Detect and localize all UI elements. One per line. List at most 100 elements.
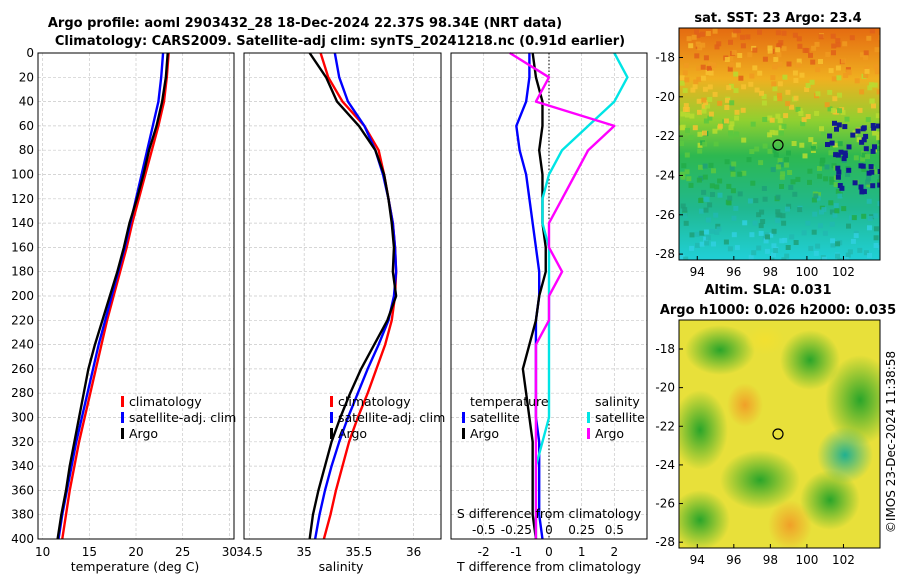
sst-pixel xyxy=(808,245,814,251)
sla-blob xyxy=(817,427,873,483)
sst-pixel xyxy=(740,43,746,49)
legend-swatch-satellite xyxy=(330,412,333,423)
sst-pixel xyxy=(814,41,820,47)
y-tick-label: 280 xyxy=(11,386,34,400)
sst-pixel xyxy=(869,98,875,104)
sst-pixel xyxy=(684,112,690,118)
sst-pixel xyxy=(680,203,686,209)
sst-pixel xyxy=(714,44,720,50)
sst-pixel xyxy=(734,115,740,121)
sla-blob xyxy=(679,390,728,470)
x-tick-label: 2 xyxy=(611,545,619,559)
t-difference-axis-label: T difference from climatology xyxy=(456,559,642,574)
sst-pixel xyxy=(819,209,824,215)
sla-blob xyxy=(745,325,785,355)
sst-pixel xyxy=(778,40,784,46)
sst-pixel xyxy=(846,223,851,229)
sst-pixel xyxy=(781,46,787,52)
sst-pixel xyxy=(829,209,835,215)
sst-pixel xyxy=(799,72,805,78)
sst-pixel xyxy=(790,179,796,185)
sst-pixel xyxy=(696,98,702,104)
temperature-panel: 0 20 40 60 80 100 120 140 160 180 200 220 240 260 280 3… xyxy=(11,46,237,559)
x-tick-label: 36 xyxy=(406,545,421,559)
sst-map-frame xyxy=(678,27,881,261)
sst-pixel xyxy=(796,36,802,42)
sst-pixel xyxy=(795,62,801,68)
sst-pixel xyxy=(715,223,721,229)
sst-pixel xyxy=(701,189,707,195)
sst-pixel xyxy=(717,123,723,129)
sst-pixel xyxy=(703,196,709,202)
sst-pixel xyxy=(748,81,754,87)
x-tick-label: 30 xyxy=(222,545,237,559)
sst-pixel xyxy=(680,111,686,117)
sst-pixel xyxy=(811,229,817,235)
legend-swatch-s-satellite xyxy=(587,412,590,423)
sst-pixel xyxy=(830,33,836,39)
sst-pixel xyxy=(688,43,694,49)
sst-pixel xyxy=(777,158,783,164)
legend-label-argo: Argo xyxy=(338,426,367,441)
sst-pixel xyxy=(770,75,776,81)
sst-pixel-cold xyxy=(829,140,835,146)
sst-pixel xyxy=(683,256,689,260)
series-line-argo xyxy=(308,52,398,540)
sst-pixel xyxy=(686,176,692,182)
sst-pixel-cold xyxy=(836,122,842,128)
sst-pixel xyxy=(725,97,730,103)
sst-pixel xyxy=(820,131,826,137)
sst-pixel xyxy=(749,232,755,238)
sst-pixel xyxy=(685,128,690,133)
sst-pixel xyxy=(827,89,833,95)
sst-pixel xyxy=(863,250,869,256)
sst-pixel xyxy=(726,85,732,91)
sst-pixel xyxy=(784,162,790,168)
sst-pixel xyxy=(702,86,708,92)
map-x-tick-label: 94 xyxy=(690,265,705,279)
sst-pixel xyxy=(808,52,813,58)
sst-pixel xyxy=(833,182,839,188)
sst-pixel xyxy=(822,230,828,236)
sst-pixel-cold xyxy=(877,182,880,188)
sst-pixel xyxy=(728,133,734,139)
sst-pixel xyxy=(731,50,737,56)
sst-pixel xyxy=(783,113,789,119)
sst-pixel xyxy=(741,170,747,176)
sst-pixel xyxy=(749,149,755,154)
sst-pixel xyxy=(697,131,703,137)
sst-pixel xyxy=(724,105,730,110)
sla-blob xyxy=(720,450,800,510)
sst-pixel xyxy=(857,247,863,253)
sst-pixel xyxy=(818,223,823,229)
sst-pixel xyxy=(702,174,708,180)
sst-pixel xyxy=(714,184,720,190)
sst-pixel xyxy=(861,152,867,158)
sst-pixel xyxy=(840,58,846,64)
sst-pixel xyxy=(762,196,768,202)
x-tick-label: 20 xyxy=(128,545,143,559)
sst-map-axes: 94 96 98 100 102 -18 -20 -22 -24 -26 -28 xyxy=(655,50,855,279)
sst-pixel xyxy=(857,107,863,113)
difference-panel: -2 -1 0 1 2 -0.5 -0.25 0 0.25 0.5 xyxy=(450,51,648,559)
y-tick-label: 60 xyxy=(19,119,34,133)
sst-pixel xyxy=(818,59,823,64)
sst-pixel xyxy=(837,193,843,199)
series-line-temperature-argo xyxy=(521,52,547,540)
sst-pixel xyxy=(756,212,762,218)
sst-pixel xyxy=(824,164,830,170)
sst-pixel xyxy=(797,207,803,213)
sst-pixel xyxy=(712,28,718,34)
y-tick-label: 20 xyxy=(19,70,34,84)
sst-pixel xyxy=(873,213,879,219)
sst-pixel xyxy=(777,61,783,67)
sst-pixel xyxy=(786,150,791,156)
sst-pixel xyxy=(777,81,783,87)
sst-pixel xyxy=(835,38,841,44)
map-x-tick-label: 98 xyxy=(763,265,778,279)
sla-map-axes: 94 96 98 100 102 -18 -20 -22 -24 -26 -28 xyxy=(655,342,855,567)
sst-pixel xyxy=(771,228,777,234)
sst-pixel xyxy=(705,217,711,223)
y-tick-label: 300 xyxy=(11,411,34,425)
